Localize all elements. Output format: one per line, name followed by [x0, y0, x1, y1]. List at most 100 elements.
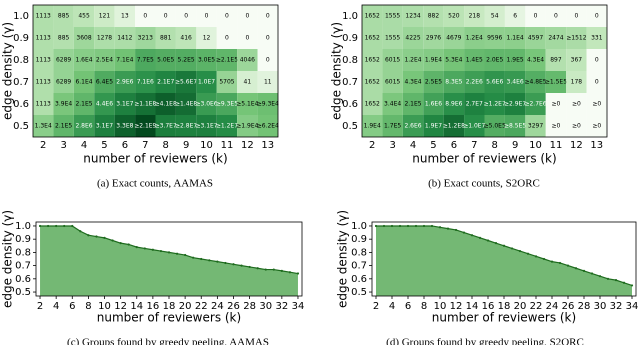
y-tick-label: 1.0	[342, 11, 358, 22]
heatmap-cell	[237, 71, 258, 93]
x-tick-label: 7	[471, 140, 477, 151]
point	[542, 257, 546, 261]
cell-label: 0	[245, 13, 249, 20]
x-tick-label: 12	[450, 301, 463, 312]
cell-label: 0	[245, 35, 249, 42]
cell-label: 3.9E4	[55, 101, 72, 108]
cell-label: 0	[595, 13, 599, 20]
heatmap-cell	[114, 115, 136, 137]
heatmap-cell	[504, 49, 526, 71]
cell-label: 2.8E6	[75, 123, 92, 130]
heatmap-cell	[73, 93, 95, 115]
heatmap-cell	[216, 5, 238, 27]
point	[103, 236, 106, 239]
x-tick-label: 28	[578, 301, 591, 312]
heatmap-cell	[402, 71, 424, 93]
x-tick-label: 34	[292, 301, 305, 312]
cell-label: ≥2.8E7	[175, 123, 197, 130]
heatmap-cell	[53, 115, 74, 137]
cell-label: 885	[58, 13, 70, 20]
y-axis-label: edge density (γ)	[1, 22, 15, 120]
cell-label: 1113	[36, 13, 51, 20]
x-tick-label: 4	[53, 301, 59, 312]
point	[582, 269, 586, 272]
x-tick-label: 26	[227, 301, 240, 312]
cell-label: 4597	[528, 35, 543, 42]
heatmap-cell	[545, 93, 567, 115]
cell-label: ≥5.0E5	[484, 123, 506, 130]
cell-label: 5.6E6	[486, 79, 503, 86]
heatmap-cell	[382, 49, 403, 71]
y-tick-label: 0.7	[351, 261, 367, 272]
heatmap-cell	[175, 5, 197, 27]
cell-label: ≥1.4E8	[175, 101, 197, 108]
cell-label: ≥1.1E8	[134, 101, 156, 108]
cell-label: 6015	[385, 79, 400, 86]
x-tick-label: 20	[179, 301, 192, 312]
point	[200, 257, 203, 261]
x-tick-label: 2	[373, 301, 379, 312]
cell-label: 0	[595, 57, 599, 64]
heatmap-cell	[382, 71, 403, 93]
cell-label: 5.3E4	[445, 57, 462, 64]
point	[127, 243, 130, 246]
x-tick-label: 18	[498, 301, 511, 312]
heatmap-cell	[586, 27, 607, 49]
heatmap-cell	[94, 49, 115, 71]
heatmap-cell	[423, 93, 444, 115]
heatmap-cell	[504, 71, 526, 93]
cell-label: 3.3E8	[116, 123, 133, 130]
cell-label: 6289	[56, 79, 71, 86]
heatmap-cell	[114, 71, 136, 93]
y-tick-label: 0.6	[342, 99, 358, 110]
cell-label: 331	[591, 35, 603, 42]
heatmap-cell	[196, 93, 217, 115]
cell-label: ≥3.0E6	[195, 101, 217, 108]
x-tick-label: 8	[421, 301, 427, 312]
heatmap-cell	[423, 115, 444, 137]
heatmap-cell	[257, 71, 278, 93]
heatmap-cell	[73, 5, 95, 27]
x-tick-label: 6	[122, 140, 128, 151]
heatmap-cell	[135, 49, 156, 71]
heatmap-cell	[114, 93, 136, 115]
x-tick-label: 13	[590, 140, 603, 151]
heatmap-cell	[73, 27, 95, 49]
cell-label: 1.2E4	[404, 57, 421, 64]
cell-label: 1.4E5	[466, 57, 483, 64]
y-tick-label: 0.8	[15, 247, 31, 258]
cell-label: 2474	[548, 35, 563, 42]
x-tick-label: 11	[221, 140, 234, 151]
heatmap-cell	[33, 5, 54, 27]
cell-label: 3.4E4	[384, 101, 401, 108]
cell-label: 0	[534, 13, 538, 20]
heatmap-cell	[196, 27, 217, 49]
cell-label: 7.7E5	[137, 57, 154, 64]
cell-label: 6.1E4	[75, 79, 92, 86]
heatmap-cell	[566, 93, 587, 115]
x-tick-label: 2	[40, 140, 46, 151]
y-tick-label: 0.7	[15, 261, 31, 272]
cell-label: 4225	[405, 35, 420, 42]
cell-label: ≥9.3E5	[216, 101, 238, 108]
y-axis-label: edge density (γ)	[336, 210, 350, 308]
cell-label: ≥1512	[566, 35, 586, 42]
heatmap-cell	[53, 27, 74, 49]
heatmap-cell	[545, 27, 567, 49]
y-tick-label: 0.6	[13, 99, 29, 110]
heatmap-cell	[73, 115, 95, 137]
point	[119, 242, 122, 245]
heatmap-cell	[402, 115, 424, 137]
x-tick-label: 30	[259, 301, 272, 312]
cell-label: 6.4E5	[96, 79, 113, 86]
heatmap-cell	[545, 115, 567, 137]
point	[454, 228, 458, 232]
heatmap-cell	[135, 71, 156, 93]
cell-label: 1.9E7	[425, 123, 442, 130]
cell-label: ≥1.2E8	[443, 123, 465, 130]
point	[406, 224, 410, 228]
x-axis-label: number of reviewers (k)	[97, 311, 241, 325]
cell-label: 0	[225, 13, 229, 20]
heatmap-cell	[73, 71, 95, 93]
heatmap-cell	[114, 27, 136, 49]
